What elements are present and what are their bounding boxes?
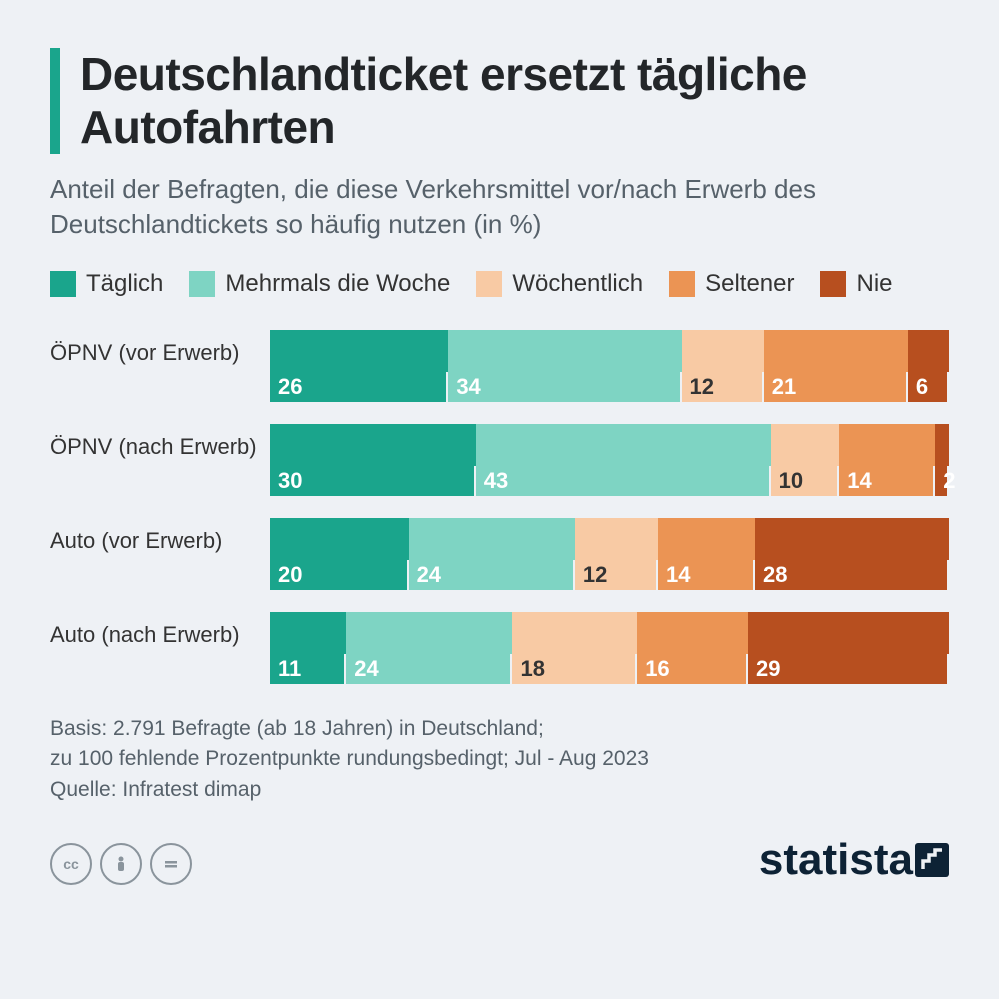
value-label: 12 [575, 560, 658, 590]
nd-icon [150, 843, 192, 885]
subtitle: Anteil der Befragten, die diese Verkehrs… [50, 172, 949, 242]
legend-swatch [820, 271, 846, 297]
cc-icon: cc [50, 843, 92, 885]
legend-swatch [476, 271, 502, 297]
bar-segment [409, 518, 575, 560]
brand-mark-icon [915, 843, 949, 877]
title-block: Deutschlandticket ersetzt tägliche Autof… [50, 48, 949, 154]
bar-segment [908, 330, 949, 372]
value-label: 28 [755, 560, 949, 590]
value-track: 304310142 [270, 466, 949, 496]
svg-text:cc: cc [63, 856, 79, 872]
value-track: 1124181629 [270, 654, 949, 684]
chart-row: Auto (nach Erwerb)1124181629 [50, 612, 949, 684]
bar-segment [448, 330, 681, 372]
value-track: 2024121428 [270, 560, 949, 590]
legend-label: Nie [856, 270, 892, 298]
row-label: Auto (vor Erwerb) [50, 518, 270, 554]
bar-segment [755, 518, 949, 560]
legend-label: Wöchentlich [512, 270, 643, 298]
value-track: 263412216 [270, 372, 949, 402]
value-label: 30 [270, 466, 476, 496]
bar-track [270, 518, 949, 560]
stacked-bar-chart: ÖPNV (vor Erwerb)263412216ÖPNV (nach Erw… [50, 330, 949, 684]
title-accent-bar [50, 48, 60, 154]
bar-segment [771, 424, 840, 466]
bar-segment [476, 424, 771, 466]
row-label: ÖPNV (vor Erwerb) [50, 330, 270, 366]
legend-label: Seltener [705, 270, 794, 298]
footnote-line: Basis: 2.791 Befragte (ab 18 Jahren) in … [50, 714, 949, 744]
value-label: 29 [748, 654, 949, 684]
bar-segment [512, 612, 637, 654]
bar-segment [346, 612, 512, 654]
chart-row: Auto (vor Erwerb)2024121428 [50, 518, 949, 590]
value-label: 2 [935, 466, 949, 496]
legend-label: Mehrmals die Woche [225, 270, 450, 298]
legend-label: Täglich [86, 270, 163, 298]
value-label: 18 [512, 654, 637, 684]
value-label: 16 [637, 654, 748, 684]
bar-segment [764, 330, 908, 372]
bar-segment [658, 518, 755, 560]
legend-item: Nie [820, 270, 892, 298]
row-bars: 1124181629 [270, 612, 949, 684]
bar-track [270, 612, 949, 654]
value-label: 12 [682, 372, 764, 402]
value-label: 21 [764, 372, 908, 402]
value-label: 24 [409, 560, 575, 590]
bar-segment [935, 424, 949, 466]
row-bars: 2024121428 [270, 518, 949, 590]
legend: Täglich Mehrmals die Woche Wöchentlich Selt… [50, 270, 949, 298]
bar-segment [575, 518, 658, 560]
bar-segment [270, 612, 346, 654]
bar-segment [839, 424, 935, 466]
bar-segment [270, 330, 448, 372]
chart-row: ÖPNV (nach Erwerb)304310142 [50, 424, 949, 496]
legend-item: Täglich [50, 270, 163, 298]
legend-item: Seltener [669, 270, 794, 298]
legend-swatch [50, 271, 76, 297]
license-icons: cc [50, 843, 192, 885]
row-label: ÖPNV (nach Erwerb) [50, 424, 270, 460]
footer: cc statista [50, 835, 949, 885]
bar-segment [748, 612, 949, 654]
value-label: 6 [908, 372, 949, 402]
value-label: 26 [270, 372, 448, 402]
legend-item: Mehrmals die Woche [189, 270, 450, 298]
bar-segment [270, 424, 476, 466]
brand-logo: statista [759, 835, 949, 885]
brand-text: statista [759, 835, 913, 885]
legend-item: Wöchentlich [476, 270, 643, 298]
title-text: Deutschlandticket ersetzt tägliche Autof… [80, 48, 949, 154]
value-label: 43 [476, 466, 771, 496]
footnote-line: zu 100 fehlende Prozentpunkte rundungsbe… [50, 744, 949, 774]
value-label: 34 [448, 372, 681, 402]
bar-track [270, 424, 949, 466]
legend-swatch [669, 271, 695, 297]
value-label: 14 [658, 560, 755, 590]
page-title: Deutschlandticket ersetzt tägliche Autof… [80, 48, 949, 154]
footnote: Basis: 2.791 Befragte (ab 18 Jahren) in … [50, 714, 949, 805]
value-label: 20 [270, 560, 409, 590]
row-bars: 304310142 [270, 424, 949, 496]
row-label: Auto (nach Erwerb) [50, 612, 270, 648]
value-label: 14 [839, 466, 935, 496]
bar-track [270, 330, 949, 372]
value-label: 10 [771, 466, 840, 496]
row-bars: 263412216 [270, 330, 949, 402]
value-label: 24 [346, 654, 512, 684]
value-label: 11 [270, 654, 346, 684]
bar-segment [637, 612, 748, 654]
footnote-line: Quelle: Infratest dimap [50, 775, 949, 805]
bar-segment [682, 330, 764, 372]
bar-segment [270, 518, 409, 560]
legend-swatch [189, 271, 215, 297]
by-icon [100, 843, 142, 885]
chart-row: ÖPNV (vor Erwerb)263412216 [50, 330, 949, 402]
